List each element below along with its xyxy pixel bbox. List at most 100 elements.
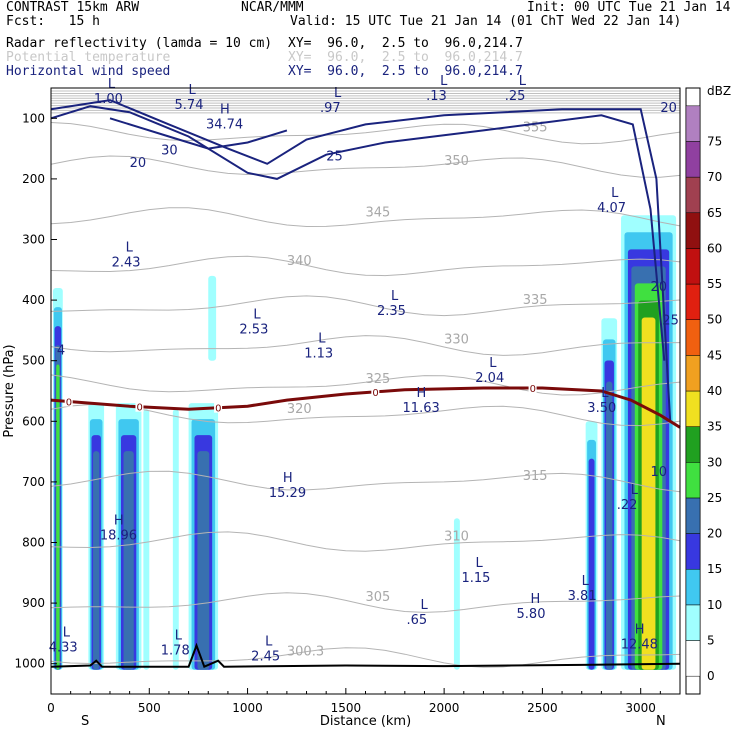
colorbar-swatch-35 (685, 390, 701, 427)
freezing-level-line (50, 386, 681, 429)
extremum-value-13: 3.50 (587, 401, 616, 416)
theta-label-345: 345 (366, 205, 391, 220)
theta-contour-350 (50, 155, 681, 178)
y-tick-label-9: 1000 (14, 657, 45, 671)
theta-contour-340 (50, 255, 681, 277)
reflectivity-column-5-4 (197, 451, 210, 670)
forecast-hour: Fcst: 15 h (6, 14, 100, 29)
extremum-type-24: L (265, 635, 273, 650)
theta-contour-330 (50, 335, 681, 356)
freezing-label-0: 0 (66, 397, 72, 408)
extremum-value-0: 1.00 (94, 92, 123, 107)
colorbar-label-70: 70 (707, 170, 722, 184)
extremum-value-7: 2.43 (112, 256, 141, 271)
extremum-value-16: .22 (617, 498, 638, 513)
colorbar-swatch-45 (685, 319, 701, 356)
extremum-type-0: L (108, 77, 116, 92)
extremum-type-13: L (601, 386, 609, 401)
colorbar-swatch-40 (685, 355, 701, 392)
extremum-type-3: L (334, 86, 342, 101)
theta-label-320: 320 (287, 402, 312, 417)
freezing-label-bg-4 (528, 381, 537, 393)
theta-label-305: 305 (366, 590, 391, 605)
colorbar-label-5: 5 (707, 634, 715, 648)
extremum-type-5: L (519, 74, 527, 89)
x-tick-label-2: 1000 (232, 701, 263, 715)
extremum-value-14: 15.29 (269, 486, 306, 501)
extremum-type-21: H (635, 622, 645, 637)
extremum-type-9: L (253, 307, 261, 322)
colorbar-swatch-0 (685, 640, 701, 677)
freezing-label-1: 0 (136, 403, 142, 414)
reflectivity-column-4-1 (172, 409, 179, 670)
field-reflectivity-name: Radar reflectivity (lamda = 10 cm) (6, 36, 273, 51)
theta-contour-315 (50, 470, 681, 493)
extremum-value-11: 2.04 (475, 371, 504, 386)
field-theta-name: Potential temperature (6, 50, 171, 65)
wind-contour-30 (109, 117, 288, 150)
extremum-type-22: L (63, 625, 71, 640)
colorbar-label-65: 65 (707, 206, 722, 220)
extremum-type-11: L (489, 356, 497, 371)
y-tick-label-2: 300 (22, 233, 45, 247)
extremum-type-20: H (531, 592, 541, 607)
organization: NCAR/MMM (241, 0, 304, 15)
extremum-type-12: H (417, 386, 427, 401)
extremum-type-16: L (631, 483, 639, 498)
extremum-value-15: 18.96 (100, 528, 137, 543)
colorbar-swatch-50 (685, 283, 701, 320)
colorbar-swatch-30 (685, 426, 701, 463)
y-tick-label-8: 900 (22, 596, 45, 610)
extremum-type-14: H (283, 471, 293, 486)
x-tick-label-0: 0 (47, 701, 55, 715)
freezing-label-bg-3 (371, 385, 380, 397)
colorbar-label-10: 10 (707, 598, 722, 612)
wind-label-0: 20 (130, 156, 147, 171)
colorbar-swatch-70 (685, 141, 701, 178)
theta-label-300.3: 300.3 (287, 645, 324, 660)
extremum-type-15: H (114, 513, 124, 528)
colorbar-unit: dBZ (707, 84, 731, 98)
theta-label-335: 335 (523, 293, 548, 308)
extremum-value-9: 2.53 (239, 322, 268, 337)
y-tick-label-7: 800 (22, 536, 45, 550)
theta-label-315: 315 (523, 469, 548, 484)
freezing-label-2: 0 (215, 404, 221, 415)
model-title: CONTRAST 15km ARW (6, 0, 140, 15)
extremum-type-17: L (476, 556, 484, 571)
extremum-value-5: .25 (505, 89, 526, 104)
freezing-label-4: 0 (530, 384, 536, 395)
reflectivity-column-6-1 (208, 275, 217, 361)
x-tick-label-4: 2000 (429, 701, 460, 715)
wind-contour-25 (50, 105, 666, 361)
colorbar-swatch-10 (685, 568, 701, 606)
wind-label-3: 20 (651, 280, 668, 295)
x-end-label-left: S (81, 714, 89, 729)
x-end-label-right: N (656, 714, 666, 729)
colorbar-label-45: 45 (707, 348, 722, 362)
extremum-value-1: 5.74 (175, 98, 204, 113)
wind-label-6: 4 (57, 344, 65, 359)
theta-contour-325 (50, 374, 681, 396)
reflectivity-column-0-5 (56, 364, 60, 670)
extremum-type-10: L (318, 332, 326, 347)
reflectivity-column-8-3 (588, 458, 595, 670)
extremum-type-1: L (189, 83, 197, 98)
extremum-type-8: L (391, 289, 399, 304)
x-axis-label: Distance (km) (320, 714, 411, 729)
init-time: Init: 00 UTC Tue 21 Jan 14 (527, 0, 731, 15)
colorbar-swatch-25 (685, 462, 701, 499)
colorbar-label-75: 75 (707, 134, 722, 148)
x-tick-label-3: 1500 (331, 701, 362, 715)
extremum-type-18: L (582, 574, 590, 589)
field-theta-xy: XY= 96.0, 2.5 to 96.0,214.7 (288, 50, 523, 65)
extremum-type-6: L (611, 186, 619, 201)
theta-contour-355 (50, 122, 681, 145)
freezing-label-bg-1 (135, 400, 144, 412)
wind-label-5: 20 (660, 101, 677, 116)
colorbar-swatch-75 (685, 105, 701, 142)
freezing-label-3: 0 (372, 388, 378, 399)
extremum-value-22: 4.33 (49, 640, 78, 655)
theta-label-310: 310 (444, 530, 469, 545)
